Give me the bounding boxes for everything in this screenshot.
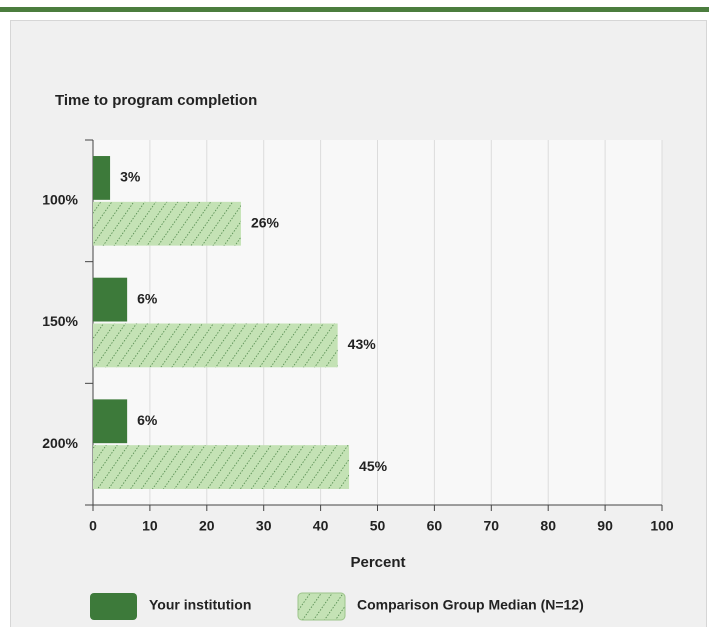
bar: [93, 323, 338, 368]
x-tick-label: 40: [313, 518, 329, 534]
bar: [93, 399, 128, 444]
y-tick-label: 150%: [42, 313, 78, 329]
bar: [93, 201, 241, 246]
top-bar: [0, 7, 709, 12]
x-tick-label: 0: [89, 518, 97, 534]
x-tick-label: 80: [540, 518, 556, 534]
legend-label: Your institution: [149, 597, 251, 613]
data-label: 6%: [137, 290, 158, 306]
data-label: 6%: [137, 412, 158, 428]
x-tick-label: 60: [427, 518, 443, 534]
x-tick-label: 30: [256, 518, 272, 534]
data-label: 45%: [359, 458, 388, 474]
chart-title: Time to program completion: [55, 92, 257, 109]
x-axis-label: Percent: [350, 554, 405, 571]
legend-label: Comparison Group Median (N=12): [357, 597, 584, 613]
x-tick-label: 10: [142, 518, 158, 534]
data-label: 26%: [251, 214, 280, 230]
x-tick-label: 50: [370, 518, 386, 534]
y-tick-label: 100%: [42, 192, 78, 208]
legend-swatch: [297, 592, 346, 621]
legend-swatch: [90, 593, 137, 620]
bar: [93, 445, 350, 489]
y-tick-label: 200%: [42, 435, 78, 451]
x-tick-label: 70: [484, 518, 500, 534]
data-label: 43%: [348, 336, 377, 352]
data-label: 3%: [120, 169, 141, 185]
x-tick-label: 20: [199, 518, 215, 534]
x-tick-label: 90: [597, 518, 613, 534]
x-tick-label: 100: [650, 518, 674, 534]
bar: [93, 156, 111, 200]
bar: [93, 277, 128, 322]
